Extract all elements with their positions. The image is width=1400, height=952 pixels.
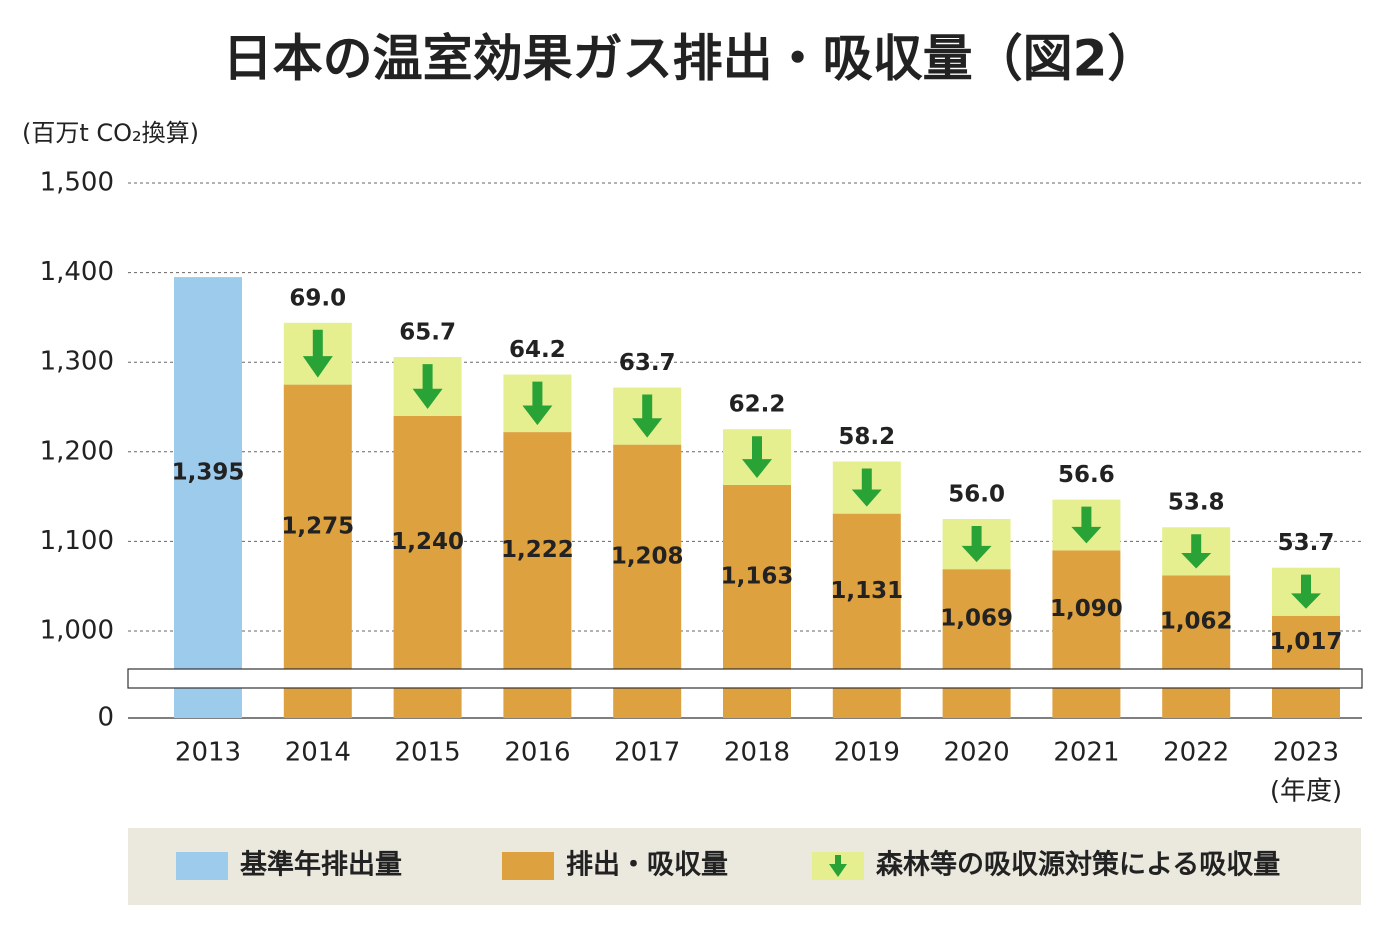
chart-title: 日本の温室効果ガス排出・吸収量（図2）: [223, 30, 1158, 88]
y-tick-label: 1,500: [40, 168, 114, 198]
legend-label: 排出・吸収量: [566, 850, 728, 881]
value-label: 56.0: [948, 482, 1005, 508]
arrow: [522, 381, 553, 426]
x-tick-label: 2019: [834, 738, 900, 768]
value-label: 1,017: [1270, 629, 1343, 655]
arrow: [632, 394, 663, 438]
value-label: 1,163: [721, 563, 794, 589]
y-tick-label: 1,300: [40, 347, 114, 377]
arrow: [1071, 506, 1102, 544]
arrow: [742, 436, 772, 478]
y-axis-label: (百万t CO₂換算): [22, 119, 199, 147]
value-label: 63.7: [619, 350, 676, 376]
y-tick-label: 1,100: [40, 526, 114, 556]
value-label: 53.8: [1168, 490, 1225, 516]
y-tick-label: 1,000: [40, 616, 114, 646]
value-label: 64.2: [509, 337, 566, 363]
arrow: [851, 468, 882, 507]
value-label: 69.0: [289, 285, 346, 311]
value-label: 1,131: [830, 578, 903, 604]
bar-segment: [1052, 550, 1121, 718]
x-tick-label: 2022: [1163, 738, 1229, 768]
value-label: 56.6: [1058, 462, 1115, 488]
bar-segment: [393, 415, 462, 718]
x-axis-label: (年度): [1270, 777, 1342, 807]
value-label: 65.7: [399, 320, 456, 346]
x-tick-label: 2021: [1053, 738, 1119, 768]
value-label: 1,275: [281, 513, 354, 539]
legend-box: [128, 828, 1361, 905]
value-label: 1,395: [172, 460, 245, 486]
legend-swatch: [176, 852, 228, 880]
bar-segment: [942, 569, 1011, 718]
bar-segment: [1162, 575, 1231, 718]
arrow: [961, 526, 992, 563]
legend-label: 森林等の吸収源対策による吸収量: [876, 849, 1280, 881]
arrow: [302, 329, 333, 378]
y-tick-label: 0: [97, 703, 114, 733]
x-tick-label: 2017: [614, 738, 680, 768]
arrow: [1181, 534, 1212, 569]
value-label: 1,062: [1160, 609, 1233, 635]
x-tick-label: 2016: [504, 738, 570, 768]
y-tick-label: 1,200: [40, 436, 114, 466]
bar-segment: [1272, 615, 1340, 718]
bar-segment: [283, 384, 352, 718]
y-tick-label: 1,400: [40, 257, 114, 287]
x-tick-label: 2023: [1273, 738, 1339, 768]
x-tick-label: 2018: [724, 738, 790, 768]
x-tick-label: 2020: [944, 738, 1010, 768]
value-label: 1,090: [1050, 596, 1123, 622]
legend-arrow: [829, 855, 847, 877]
x-tick-label: 2015: [395, 738, 461, 768]
x-tick-label: 2014: [285, 738, 351, 768]
value-label: 1,208: [611, 543, 684, 569]
x-tick-label: 2013: [175, 738, 241, 768]
value-label: 1,069: [940, 606, 1013, 632]
legend-swatch: [502, 852, 554, 880]
value-label: 53.7: [1278, 530, 1335, 556]
arrow: [1291, 574, 1321, 609]
bar-segment: [174, 277, 242, 718]
value-label: 62.2: [729, 392, 786, 418]
arrow: [412, 364, 443, 409]
value-label: 1,222: [501, 537, 574, 563]
legend-label: 基準年排出量: [240, 849, 402, 881]
axis-break: [127, 668, 1363, 689]
value-label: 1,240: [391, 529, 464, 555]
value-label: 58.2: [838, 424, 895, 450]
